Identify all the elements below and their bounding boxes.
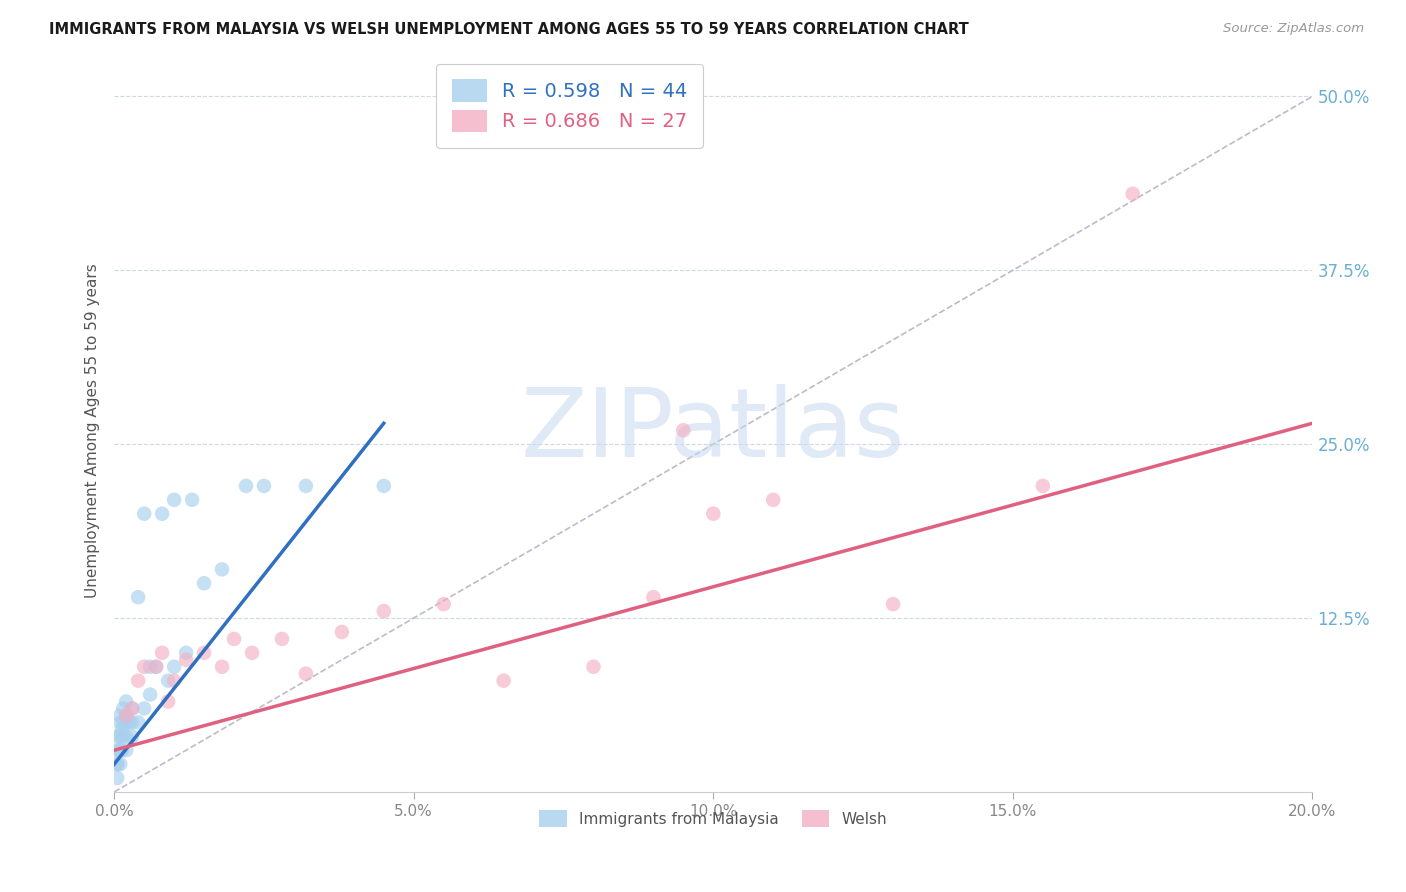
Point bbox=[115, 743, 138, 757]
Point bbox=[127, 715, 149, 730]
Point bbox=[145, 659, 167, 673]
Point bbox=[112, 729, 135, 743]
Point bbox=[174, 653, 197, 667]
Point bbox=[145, 659, 167, 673]
Point bbox=[108, 743, 131, 757]
Point bbox=[127, 673, 149, 688]
Text: IMMIGRANTS FROM MALAYSIA VS WELSH UNEMPLOYMENT AMONG AGES 55 TO 59 YEARS CORRELA: IMMIGRANTS FROM MALAYSIA VS WELSH UNEMPL… bbox=[49, 22, 969, 37]
Point bbox=[105, 757, 128, 772]
Point bbox=[295, 666, 318, 681]
Text: Source: ZipAtlas.com: Source: ZipAtlas.com bbox=[1223, 22, 1364, 36]
Point bbox=[181, 492, 204, 507]
Point bbox=[115, 715, 138, 730]
Point bbox=[672, 423, 695, 437]
Y-axis label: Unemployment Among Ages 55 to 59 years: Unemployment Among Ages 55 to 59 years bbox=[86, 263, 100, 598]
Point bbox=[373, 479, 395, 493]
Point bbox=[105, 729, 128, 743]
Point bbox=[112, 701, 135, 715]
Point bbox=[139, 659, 162, 673]
Point bbox=[222, 632, 245, 646]
Point bbox=[211, 562, 233, 576]
Point bbox=[105, 757, 128, 772]
Point bbox=[115, 694, 138, 708]
Point bbox=[121, 715, 143, 730]
Point bbox=[295, 479, 318, 493]
Point bbox=[108, 757, 131, 772]
Legend: Immigrants from Malaysia, Welsh: Immigrants from Malaysia, Welsh bbox=[531, 802, 894, 835]
Point bbox=[134, 701, 156, 715]
Point bbox=[134, 659, 156, 673]
Point bbox=[193, 646, 215, 660]
Point bbox=[253, 479, 276, 493]
Point bbox=[235, 479, 257, 493]
Point bbox=[240, 646, 263, 660]
Point bbox=[121, 701, 143, 715]
Point bbox=[163, 673, 186, 688]
Point bbox=[121, 701, 143, 715]
Text: ZIPatlas: ZIPatlas bbox=[522, 384, 905, 476]
Point bbox=[271, 632, 294, 646]
Point bbox=[150, 507, 173, 521]
Point bbox=[118, 715, 141, 730]
Point bbox=[108, 743, 131, 757]
Point bbox=[127, 590, 149, 604]
Point bbox=[163, 492, 186, 507]
Point bbox=[163, 659, 186, 673]
Point bbox=[105, 771, 128, 785]
Point bbox=[882, 597, 904, 611]
Point bbox=[121, 729, 143, 743]
Point bbox=[433, 597, 456, 611]
Point bbox=[112, 715, 135, 730]
Point bbox=[1122, 186, 1144, 201]
Point bbox=[157, 694, 180, 708]
Point bbox=[582, 659, 605, 673]
Point bbox=[108, 715, 131, 730]
Point bbox=[111, 743, 134, 757]
Point bbox=[1032, 479, 1054, 493]
Point bbox=[134, 507, 156, 521]
Point bbox=[115, 729, 138, 743]
Point bbox=[193, 576, 215, 591]
Point bbox=[150, 646, 173, 660]
Point bbox=[115, 708, 138, 723]
Point bbox=[643, 590, 665, 604]
Point bbox=[157, 673, 180, 688]
Point bbox=[105, 743, 128, 757]
Point bbox=[115, 708, 138, 723]
Point bbox=[108, 729, 131, 743]
Point bbox=[702, 507, 724, 521]
Point bbox=[174, 646, 197, 660]
Point bbox=[108, 708, 131, 723]
Point bbox=[373, 604, 395, 618]
Point bbox=[139, 688, 162, 702]
Point bbox=[492, 673, 515, 688]
Point bbox=[211, 659, 233, 673]
Point bbox=[330, 624, 353, 639]
Point bbox=[762, 492, 785, 507]
Point bbox=[111, 723, 134, 737]
